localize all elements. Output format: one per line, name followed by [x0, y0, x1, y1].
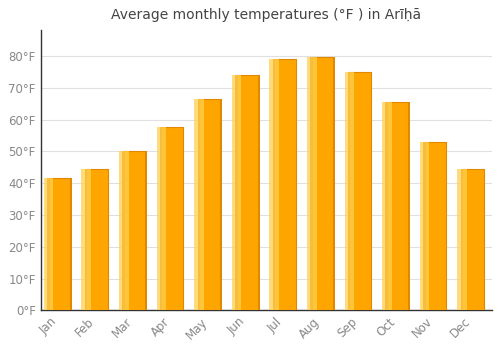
Bar: [122, 151, 147, 310]
Bar: [86, 169, 108, 310]
Bar: [270, 59, 279, 310]
Bar: [199, 99, 220, 310]
Bar: [387, 102, 408, 310]
Bar: [272, 59, 297, 310]
Title: Average monthly temperatures (°F ) in Arīḥā: Average monthly temperatures (°F ) in Ar…: [111, 8, 421, 22]
Bar: [423, 142, 448, 310]
Bar: [47, 178, 72, 310]
Bar: [198, 99, 222, 310]
Bar: [382, 102, 392, 310]
Bar: [386, 102, 410, 310]
Bar: [232, 75, 241, 310]
Bar: [236, 75, 258, 310]
Bar: [274, 59, 295, 310]
Bar: [44, 178, 54, 310]
Bar: [160, 127, 184, 310]
Bar: [420, 142, 430, 310]
Bar: [119, 151, 128, 310]
Bar: [194, 99, 204, 310]
Bar: [344, 72, 354, 310]
Bar: [458, 169, 467, 310]
Bar: [460, 169, 485, 310]
Bar: [312, 57, 334, 310]
Bar: [235, 75, 260, 310]
Bar: [307, 57, 316, 310]
Bar: [310, 57, 334, 310]
Bar: [82, 169, 91, 310]
Bar: [348, 72, 372, 310]
Bar: [156, 127, 166, 310]
Bar: [350, 72, 371, 310]
Bar: [84, 169, 109, 310]
Bar: [462, 169, 483, 310]
Bar: [424, 142, 446, 310]
Bar: [162, 127, 183, 310]
Bar: [124, 151, 146, 310]
Bar: [48, 178, 70, 310]
